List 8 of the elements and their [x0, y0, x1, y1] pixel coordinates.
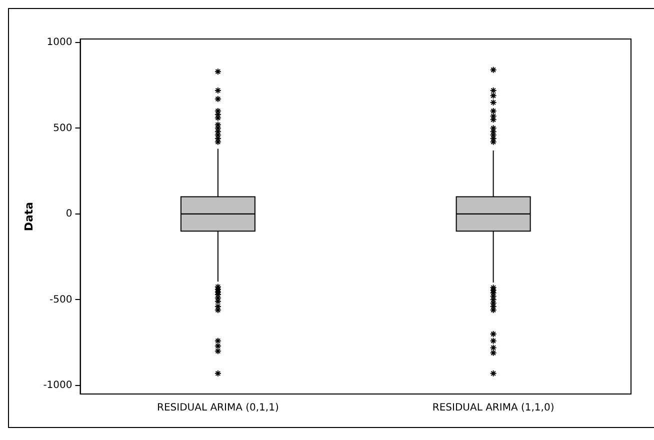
- y-tick-label: 500: [53, 122, 72, 134]
- y-tick-label: -500: [50, 294, 72, 306]
- y-tick-label: -1000: [43, 380, 72, 392]
- x-tick-label: RESIDUAL ARIMA (1,1,0): [432, 402, 554, 414]
- y-tick-label: 1000: [46, 37, 72, 48]
- y-axis-title: Data: [22, 202, 36, 232]
- x-tick-label: RESIDUAL ARIMA (0,1,1): [157, 402, 279, 414]
- y-tick-label: 0: [66, 208, 72, 220]
